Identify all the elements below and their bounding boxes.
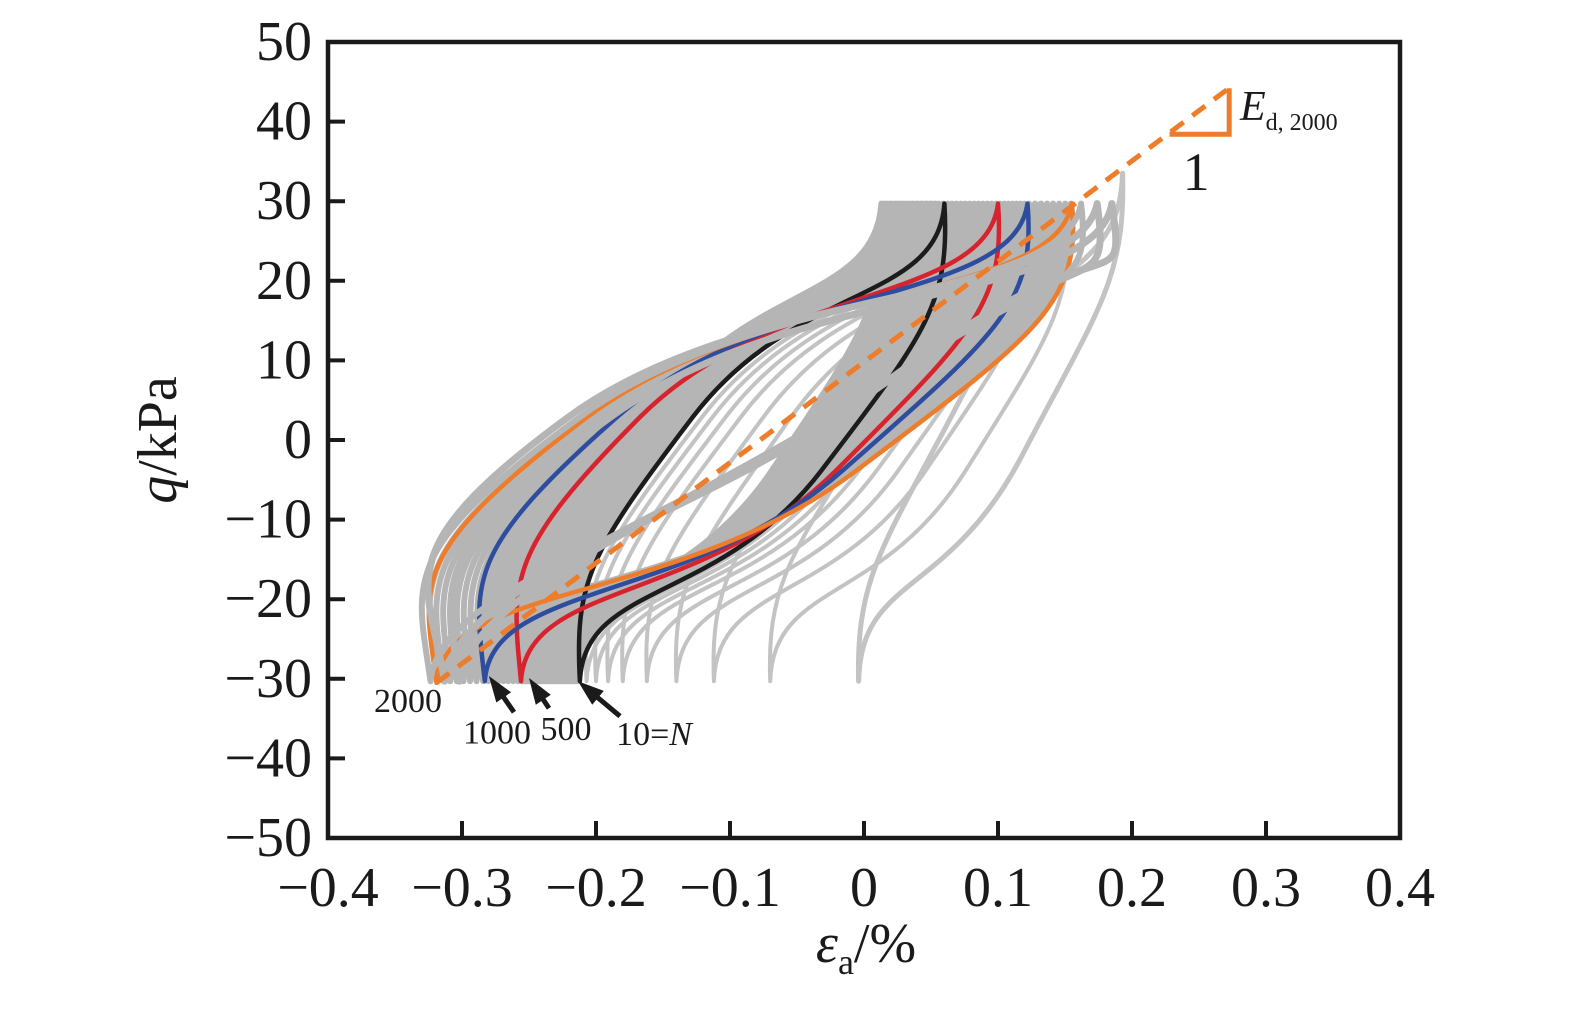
x-tick-label: 0.3	[1231, 857, 1301, 919]
x-tick-label: 0	[850, 857, 878, 919]
y-tick-label: −30	[224, 648, 312, 710]
annotation-arrow-head	[488, 676, 512, 703]
x-axis-label: εa/%	[816, 913, 916, 982]
annotation-arrow-head	[578, 681, 604, 705]
annotation-arrow-head	[529, 678, 551, 705]
y-tick-label: −50	[224, 807, 312, 869]
slope-one-label: 1	[1183, 142, 1210, 202]
secant-modulus-dashed-line	[434, 83, 1235, 685]
y-tick-label: 10	[256, 329, 312, 391]
y-tick-label: 40	[256, 91, 312, 153]
loop-N500	[514, 201, 1002, 684]
y-tick-label: −20	[224, 568, 312, 630]
y-tick-label: 30	[256, 170, 312, 232]
slope-triangle	[1169, 88, 1232, 137]
loop-N1000	[476, 201, 1031, 684]
y-tick-label: 20	[256, 250, 312, 312]
x-tick-label: −0.1	[679, 857, 781, 919]
x-tick-label: −0.4	[277, 857, 379, 919]
y-tick-label: −10	[224, 489, 312, 551]
y-tick-label: −40	[224, 727, 312, 789]
x-tick-label: −0.3	[411, 857, 513, 919]
secant-modulus-label: Ed, 2000	[1239, 84, 1338, 136]
x-tick-label: 0.4	[1365, 857, 1435, 919]
cycle-count-label: 500	[541, 711, 592, 748]
cycle-count-label: 10=N	[616, 716, 694, 753]
outer-gray-loop	[447, 200, 1120, 685]
y-tick-label: 0	[284, 409, 312, 471]
y-axis-label: q/kPa	[127, 376, 189, 504]
x-tick-label: −0.2	[545, 857, 647, 919]
x-tick-label: 0.2	[1097, 857, 1167, 919]
loop-N10	[576, 201, 948, 684]
cycle-count-label: 2000	[374, 683, 442, 720]
cycle-count-label: 1000	[463, 714, 531, 751]
y-tick-label: 50	[256, 11, 312, 73]
x-tick-label: 0.1	[963, 857, 1033, 919]
gray-loop-N1	[855, 170, 1126, 684]
